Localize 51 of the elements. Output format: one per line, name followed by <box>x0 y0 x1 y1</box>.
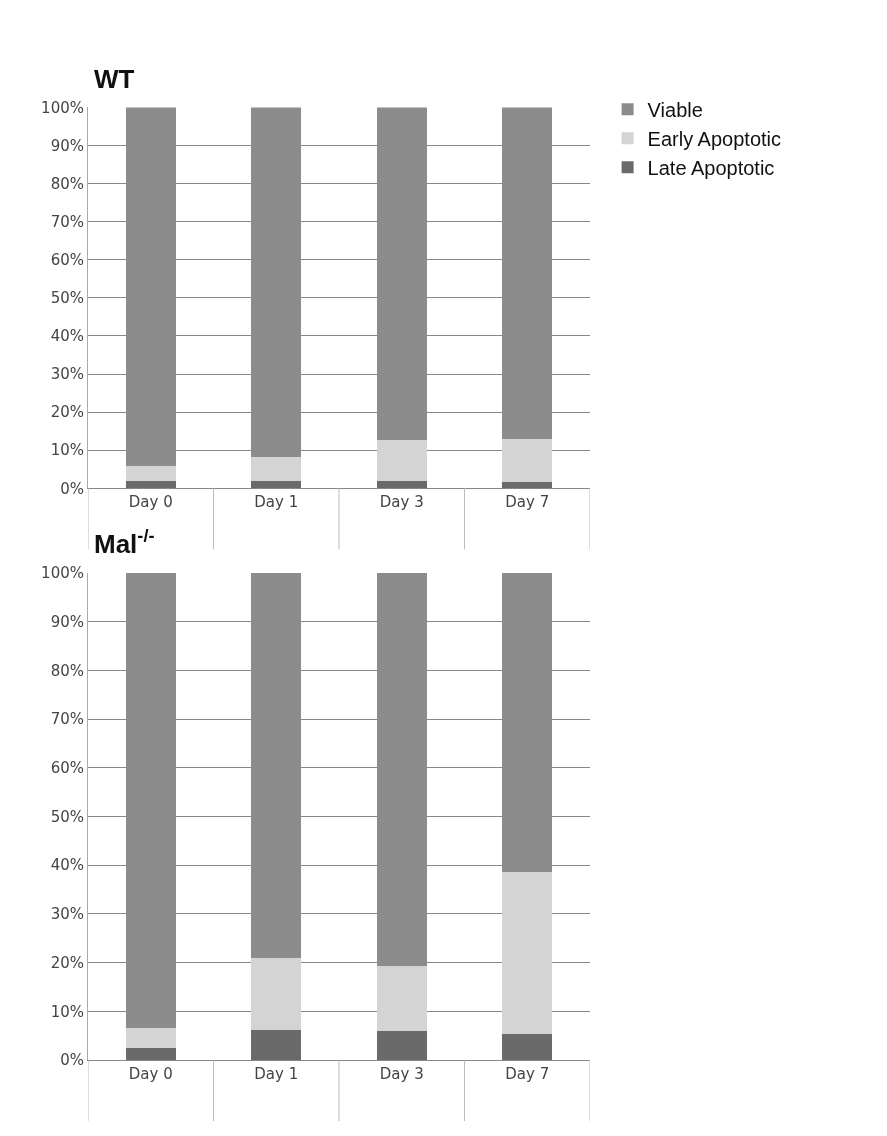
x-tick-label: Day 1 <box>254 493 299 512</box>
x-tick-label: Day 3 <box>379 493 424 512</box>
legend-label: Early Apoptotic <box>647 128 782 150</box>
chart-title: Mal$^{-/-}$ <box>94 526 155 559</box>
y-tick-label: 30% <box>50 365 84 384</box>
y-tick-label: 70% <box>50 212 84 231</box>
bar <box>125 481 176 489</box>
y-tick-label: 90% <box>50 136 84 155</box>
x-tick-label: Day 3 <box>379 1065 424 1084</box>
y-tick-label: 70% <box>50 710 84 729</box>
y-tick-label: 0% <box>60 1051 84 1070</box>
y-tick-label: 100% <box>41 564 84 583</box>
bar <box>502 438 553 483</box>
bar <box>502 482 553 489</box>
bar <box>251 1029 302 1061</box>
y-tick-label: 60% <box>50 759 84 778</box>
x-tick-label: Day 7 <box>505 1065 550 1084</box>
x-tick-label: Day 1 <box>254 1065 299 1084</box>
y-tick-label: 10% <box>50 441 84 460</box>
chart-title: WT <box>94 64 135 94</box>
y-tick-label: 80% <box>50 661 84 680</box>
bar <box>502 872 553 1034</box>
x-tick-label: Day 0 <box>128 1065 173 1084</box>
y-tick-label: 40% <box>50 856 84 875</box>
bar <box>251 957 302 1030</box>
y-tick-label: 50% <box>50 289 84 308</box>
x-tick-label: Day 7 <box>505 493 550 512</box>
y-tick-label: 100% <box>41 98 84 117</box>
bar <box>376 1031 427 1061</box>
bar <box>125 1047 176 1061</box>
bar <box>502 1033 553 1061</box>
bar <box>125 465 176 482</box>
bar <box>251 481 302 489</box>
bar <box>125 1028 176 1048</box>
y-tick-label: 40% <box>50 327 84 346</box>
y-tick-label: 10% <box>50 1002 84 1021</box>
bar <box>376 481 427 489</box>
y-tick-label: 60% <box>50 251 84 270</box>
y-tick-label: 90% <box>50 612 84 631</box>
y-tick-label: 30% <box>50 905 84 924</box>
legend-label: Late Apoptotic <box>647 157 775 179</box>
y-tick-label: 50% <box>50 807 84 826</box>
y-tick-label: 20% <box>50 403 84 422</box>
y-tick-label: 80% <box>50 174 84 193</box>
legend-label: Viable <box>647 99 703 121</box>
bar <box>376 966 427 1032</box>
bar <box>376 439 427 482</box>
y-tick-label: 20% <box>50 953 84 972</box>
x-tick-label: Day 0 <box>128 493 173 512</box>
bar <box>251 456 302 482</box>
y-tick-label: 0% <box>60 479 84 498</box>
